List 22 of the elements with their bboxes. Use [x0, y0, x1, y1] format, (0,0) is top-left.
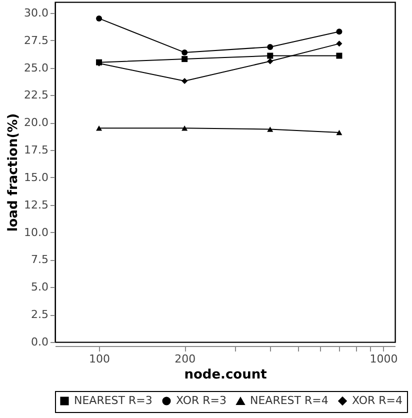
- x-axis-title: node.count: [184, 368, 267, 382]
- y-tick-label: 25.0: [24, 61, 48, 74]
- y-axis-title: load fraction(%): [6, 113, 22, 232]
- y-tick-label: 12.5: [24, 198, 48, 212]
- y-tick-label: 27.5: [24, 34, 48, 47]
- y-tick-label: 17.5: [24, 144, 48, 157]
- legend-label: NEAREST R=3: [74, 394, 152, 407]
- y-tick-label: 0.0: [31, 336, 48, 348]
- x-tick-label: 1000: [370, 352, 398, 366]
- legend-label: XOR R=4: [352, 394, 402, 407]
- y-tick-label: 5.0: [31, 280, 48, 294]
- y-tick-label: 2.5: [31, 308, 48, 322]
- x-tick-label: 100: [89, 352, 110, 366]
- y-tick-label: 10.0: [24, 226, 48, 239]
- legend-label: XOR R=3: [176, 394, 226, 407]
- y-tick-label: 20.0: [24, 116, 48, 130]
- y-tick-label: 30.0: [24, 6, 48, 20]
- y-tick-label: 15.0: [24, 170, 48, 184]
- x-tick-label: 200: [174, 352, 196, 366]
- y-tick-label: 7.5: [31, 253, 48, 266]
- y-tick-label: 22.5: [24, 88, 48, 102]
- legend-label: NEAREST R=4: [250, 394, 328, 408]
